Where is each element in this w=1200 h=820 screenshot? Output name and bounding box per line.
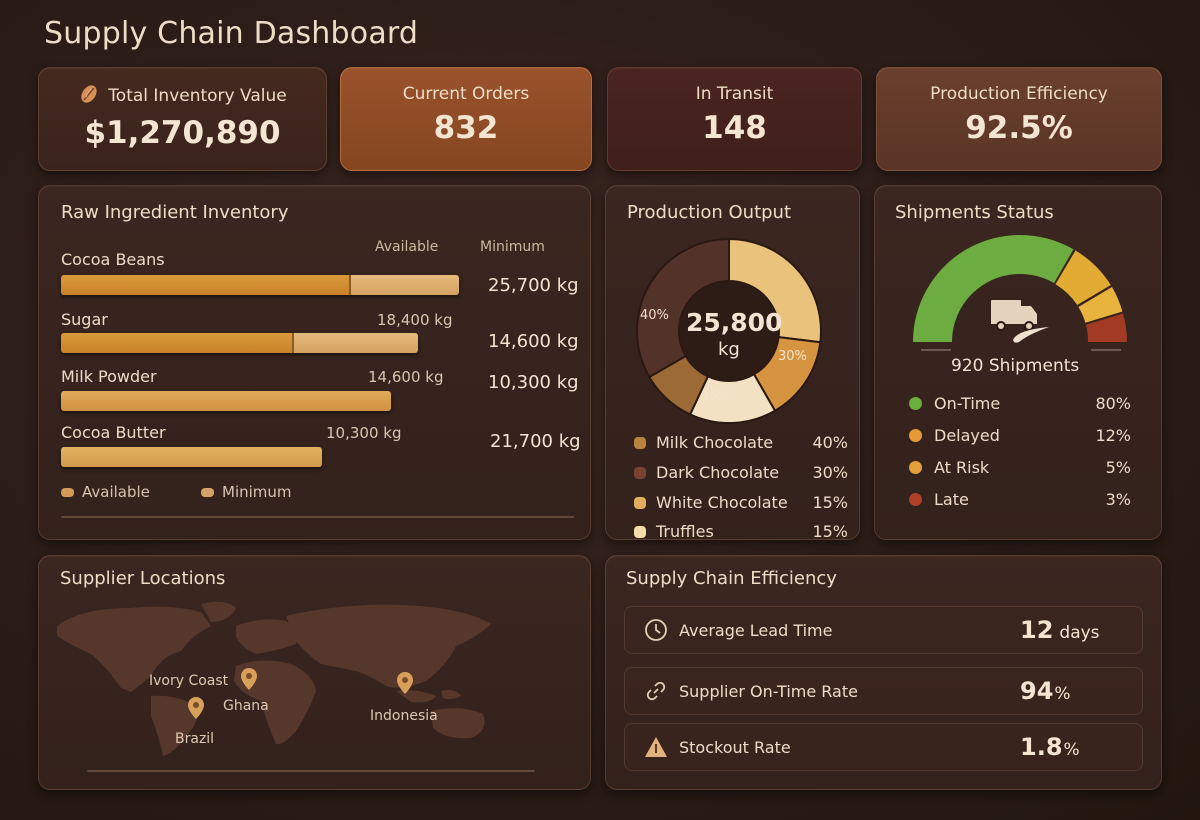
panel-title: Raw Ingredient Inventory — [61, 202, 289, 223]
ingredient-available: 10,300 kg — [326, 424, 402, 442]
ingredient-minimum: 14,600 kg — [488, 331, 579, 352]
map-pin-icon-ghana[interactable] — [240, 667, 258, 691]
legend-item-on-time: On-Time 80% — [909, 394, 1131, 413]
supply-chain-efficiency-panel: Supply Chain Efficiency Average Lead Tim… — [605, 555, 1162, 790]
production-donut-chart[interactable] — [629, 236, 829, 426]
kpi-current-orders[interactable]: Current Orders 832 — [340, 67, 592, 171]
metric-value: 12 days — [1020, 616, 1100, 644]
legend-item-milk-chocolate: Milk Chocolate 40% — [634, 433, 848, 452]
ingredient-minimum: 25,700 kg — [488, 275, 579, 296]
ingredient-name: Cocoa Butter — [61, 423, 166, 442]
column-header-available: Available — [375, 239, 439, 255]
kpi-value: 92.5% — [965, 110, 1073, 146]
link-icon — [643, 679, 669, 703]
legend-minimum: Minimum — [201, 483, 292, 501]
map-label-ivory-coast: Ivory Coast — [149, 673, 229, 689]
legend-item-late: Late 3% — [909, 490, 1131, 509]
legend-item-truffles: Truffles 15% — [634, 522, 848, 541]
metric-value: 94% — [1020, 677, 1071, 705]
map-pin-icon-indonesia[interactable] — [396, 671, 414, 695]
panel-title: Supplier Locations — [60, 568, 226, 589]
production-total: 25,800 — [686, 308, 783, 337]
legend-item-at-risk: At Risk 5% — [909, 458, 1131, 477]
kpi-label: In Transit — [695, 84, 774, 104]
metric-stockout-rate[interactable]: Stockout Rate 1.8% — [624, 723, 1143, 771]
legend-item-white-chocolate: White Chocolate 15% — [634, 493, 848, 512]
ingredient-available: 14,600 kg — [368, 368, 444, 386]
kpi-in-transit[interactable]: In Transit 148 — [607, 67, 862, 171]
inventory-bar-milk-powder[interactable] — [61, 391, 391, 411]
kpi-production-efficiency[interactable]: Production Efficiency 92.5% — [876, 67, 1162, 171]
ingredient-available: 18,400 kg — [377, 311, 453, 329]
divider — [61, 516, 574, 518]
kpi-label: Production Efficiency — [930, 84, 1108, 104]
divider — [87, 770, 535, 772]
warning-icon — [643, 736, 669, 758]
segment-label-milk: 40% — [640, 308, 669, 323]
clock-icon — [643, 618, 669, 642]
kpi-total-inventory-value[interactable]: Total Inventory Value $1,270,890 — [38, 67, 327, 171]
kpi-value: 832 — [433, 110, 499, 146]
legend-item-delayed: Delayed 12% — [909, 426, 1131, 445]
raw-ingredient-inventory-panel: Raw Ingredient Inventory Available Minim… — [38, 185, 591, 540]
kpi-value: 148 — [702, 110, 767, 146]
segment-label-white: 15% — [702, 389, 731, 404]
kpi-label: Current Orders — [402, 84, 530, 104]
production-unit: kg — [718, 339, 740, 360]
map-label-brazil: Brazil — [175, 731, 215, 747]
column-header-minimum: Minimum — [480, 239, 545, 255]
metric-supplier-on-time-rate[interactable]: Supplier On-Time Rate 94% — [624, 667, 1143, 715]
ingredient-name: Milk Powder — [61, 367, 157, 386]
legend-swatch-available — [61, 488, 74, 497]
panel-title: Supply Chain Efficiency — [626, 568, 837, 589]
page-title: Supply Chain Dashboard — [44, 16, 419, 51]
inventory-bar-cocoa-beans[interactable] — [61, 275, 459, 295]
production-output-panel: Production Output 25,800 kg 40% 30% 15% … — [605, 185, 860, 541]
ingredient-name: Cocoa Beans — [61, 250, 165, 269]
supplier-locations-panel: Supplier Locations Ivory Co — [38, 555, 591, 790]
ingredient-name: Sugar — [61, 310, 108, 329]
metric-value: 1.8% — [1020, 733, 1080, 761]
inventory-bar-sugar[interactable] — [61, 333, 418, 353]
panel-title: Production Output — [627, 202, 792, 223]
metric-average-lead-time[interactable]: Average Lead Time 12 days — [624, 606, 1143, 654]
legend-swatch-minimum — [201, 488, 214, 497]
shipments-gauge[interactable] — [905, 234, 1135, 354]
ingredient-minimum: 10,300 kg — [488, 372, 579, 393]
truck-icon — [991, 300, 1049, 343]
map-label-ghana: Ghana — [223, 698, 269, 714]
legend-available: Available — [61, 483, 150, 501]
legend-item-dark-chocolate: Dark Chocolate 30% — [634, 463, 848, 482]
segment-label-dark: 30% — [778, 349, 807, 364]
shipments-status-panel: Shipments Status 920 Shipments On-Time 80… — [874, 185, 1162, 540]
shipments-total: 920 Shipments — [951, 356, 1080, 376]
map-pin-icon-brazil[interactable] — [187, 696, 205, 720]
world-map[interactable] — [51, 596, 521, 761]
kpi-value: $1,270,890 — [84, 115, 281, 151]
inventory-bar-cocoa-butter[interactable] — [61, 447, 322, 467]
cocoa-bean-icon — [78, 83, 100, 109]
kpi-label: Total Inventory Value — [108, 86, 287, 106]
panel-title: Shipments Status — [895, 202, 1054, 223]
ingredient-minimum: 21,700 kg — [490, 431, 581, 452]
map-label-indonesia: Indonesia — [370, 708, 438, 724]
